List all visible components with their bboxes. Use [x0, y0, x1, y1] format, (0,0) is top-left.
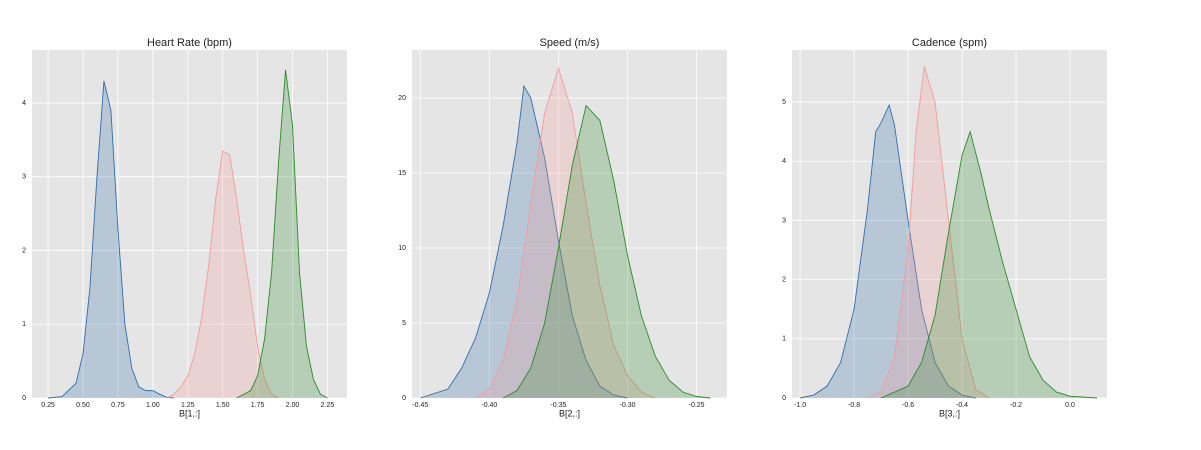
density-area: [867, 66, 990, 398]
density-line: [236, 69, 328, 399]
y-tick-label: 1: [782, 336, 786, 343]
density-line: [475, 66, 656, 399]
x-tick-label: 2.00: [286, 402, 300, 409]
y-tick-label: 4: [782, 158, 786, 165]
density-line: [800, 103, 976, 399]
y-tick-label: 0: [22, 395, 26, 402]
chart-title: Speed (m/s): [540, 37, 600, 49]
x-tick-label: -0.45: [412, 402, 428, 409]
y-tick-label: 4: [22, 100, 26, 107]
y-tick-label: 15: [398, 170, 406, 177]
y-tick-label: 0: [402, 395, 406, 402]
x-tick-label: 0.25: [41, 402, 55, 409]
y-tick-label: 5: [782, 99, 786, 106]
density-area: [420, 86, 628, 398]
y-tick-label: 5: [402, 320, 406, 327]
x-tick-label: 1.00: [146, 402, 160, 409]
x-tick-label: -0.6: [902, 402, 914, 409]
density-line: [48, 80, 174, 399]
chart-title: Cadence (spm): [912, 37, 987, 49]
density-line: [166, 150, 279, 399]
y-tick-label: 20: [398, 95, 406, 102]
x-tick-label: 2.25: [321, 402, 335, 409]
density-area: [236, 69, 328, 398]
x-tick-label: -0.30: [620, 402, 636, 409]
x-tick-label: -0.40: [481, 402, 497, 409]
y-tick-label: 1: [22, 321, 26, 328]
plot-background: [412, 50, 727, 398]
plot-background: [792, 50, 1107, 398]
y-tick-label: 2: [22, 247, 26, 254]
x-tick-label: -1.0: [794, 402, 806, 409]
x-tick-label: 1.50: [216, 402, 230, 409]
density-line: [880, 130, 1098, 399]
x-axis-label: B[2,:]: [559, 408, 580, 418]
density-line: [502, 104, 711, 399]
density-area: [48, 80, 174, 398]
density-line: [867, 66, 990, 399]
x-tick-label: 0.75: [111, 402, 125, 409]
x-tick-label: 0.0: [1065, 402, 1075, 409]
x-tick-label: -0.25: [689, 402, 705, 409]
x-axis-label: B[3,:]: [939, 408, 960, 418]
density-line: [420, 84, 628, 399]
x-tick-label: -0.2: [1010, 402, 1022, 409]
density-area: [503, 105, 711, 398]
x-tick-label: -0.8: [848, 402, 860, 409]
x-tick-label: -0.35: [550, 402, 566, 409]
x-axis-label: B[1,:]: [179, 408, 200, 418]
density-area: [166, 151, 279, 398]
y-tick-label: 10: [398, 245, 406, 252]
x-tick-label: 1.75: [251, 402, 265, 409]
x-tick-label: 0.50: [76, 402, 90, 409]
y-tick-label: 3: [782, 217, 786, 224]
x-tick-label: 1.25: [181, 402, 195, 409]
y-tick-label: 2: [782, 276, 786, 283]
density-area: [800, 105, 976, 398]
chart-title: Heart Rate (bpm): [147, 37, 232, 49]
density-area: [881, 131, 1098, 399]
y-tick-label: 0: [782, 395, 786, 402]
x-tick-label: -0.4: [956, 402, 968, 409]
density-area: [475, 68, 656, 398]
y-tick-label: 3: [22, 174, 26, 181]
